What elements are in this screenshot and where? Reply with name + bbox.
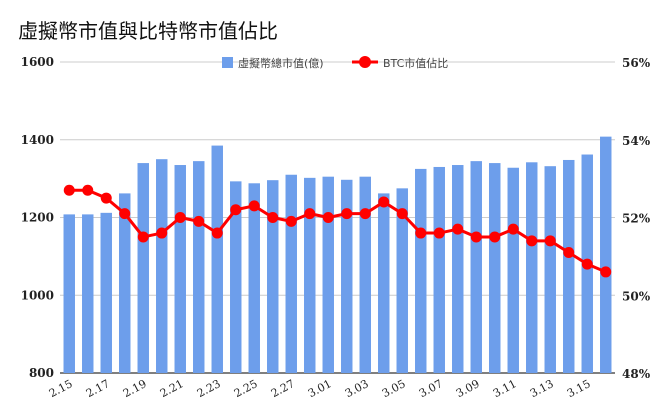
bar xyxy=(137,163,149,373)
right-axis-tick-label: 54% xyxy=(622,134,651,148)
bar xyxy=(415,168,427,373)
legend: 虛擬幣總市值(億) BTC市值佔比 xyxy=(222,56,448,70)
bar xyxy=(507,167,519,373)
right-axis-tick-label: 48% xyxy=(622,367,651,381)
line-series xyxy=(63,184,612,278)
line-point xyxy=(396,208,408,220)
left-axis-tick-label: 800 xyxy=(29,366,54,380)
x-axis-tick-label: 2.21 xyxy=(158,377,186,400)
bar xyxy=(156,159,168,373)
legend-label-bar: 虛擬幣總市值(億) xyxy=(238,56,324,70)
line-point xyxy=(230,204,242,216)
x-axis-tick-label: 2.23 xyxy=(195,377,223,400)
bar xyxy=(82,214,94,373)
bar xyxy=(433,166,445,373)
bar xyxy=(248,183,260,373)
line-point xyxy=(544,235,556,247)
line-point xyxy=(285,215,297,227)
line-point xyxy=(470,231,482,243)
x-axis-tick-label: 2.25 xyxy=(232,377,260,400)
bar xyxy=(174,165,186,373)
x-axis-tick-label: 2.19 xyxy=(121,377,149,400)
bar xyxy=(600,136,612,373)
line-point xyxy=(563,246,575,258)
bar xyxy=(63,214,75,373)
legend-label-line: BTC市值佔比 xyxy=(383,56,448,70)
left-axis-tick-label: 1200 xyxy=(21,211,54,225)
bar-series xyxy=(63,136,612,373)
legend-swatch-marker xyxy=(359,56,371,68)
right-axis-tick-label: 52% xyxy=(622,212,651,226)
line-point xyxy=(341,208,353,220)
bar xyxy=(489,163,501,373)
line-point xyxy=(137,231,149,243)
right-axis-tick-label: 56% xyxy=(622,56,651,70)
chart-title: 虛擬幣市值與比特幣市值佔比 xyxy=(18,19,278,43)
line-point xyxy=(581,258,593,270)
left-axis-tick-label: 1600 xyxy=(21,55,54,69)
bar xyxy=(119,193,131,373)
x-axis-tick-label: 3.01 xyxy=(306,377,334,400)
bar xyxy=(304,177,316,373)
bar xyxy=(526,162,538,373)
btc-share-line xyxy=(69,188,607,274)
line-point xyxy=(100,192,112,204)
bar xyxy=(341,179,353,373)
bar xyxy=(396,188,408,373)
x-axis-tick-label: 3.13 xyxy=(528,377,556,400)
bar xyxy=(230,181,242,373)
x-axis-tick-label: 3.03 xyxy=(343,377,371,400)
line-point xyxy=(211,227,223,239)
left-axis-tick-label: 1000 xyxy=(21,288,54,302)
line-point xyxy=(304,208,316,220)
line-point xyxy=(63,184,75,196)
x-axis-tick-label: 3.09 xyxy=(454,377,482,400)
x-axis-tick-label: 3.05 xyxy=(380,377,408,400)
bar xyxy=(100,212,112,373)
x-axis-tick-label: 3.11 xyxy=(491,377,519,400)
line-point xyxy=(174,212,186,223)
line-point xyxy=(452,223,464,235)
x-axis-tick-label: 3.15 xyxy=(565,377,593,400)
bar xyxy=(322,176,334,373)
bar xyxy=(452,165,464,373)
x-axis-tick-label: 3.07 xyxy=(417,377,445,400)
bar xyxy=(193,161,205,373)
line-point xyxy=(378,196,390,208)
left-axis-tick-label: 1400 xyxy=(21,133,54,147)
line-point xyxy=(267,212,279,223)
gridlines xyxy=(60,61,615,374)
line-point xyxy=(119,208,131,220)
line-point xyxy=(82,184,94,196)
legend-swatch-bar xyxy=(222,57,233,68)
bar xyxy=(563,159,575,373)
bar xyxy=(470,161,482,373)
line-point xyxy=(359,208,371,220)
line-point xyxy=(600,266,612,278)
bar xyxy=(378,193,390,373)
axes: 800 1000 1200 1400 1600 48% 50% 52% 54% 56% 2.15 2.… xyxy=(21,55,651,400)
line-point xyxy=(433,227,445,239)
line-point xyxy=(156,227,168,239)
line-point xyxy=(193,215,205,227)
bar xyxy=(544,166,556,373)
x-axis-tick-label: 2.17 xyxy=(84,377,112,400)
line-point xyxy=(322,212,334,223)
line-point xyxy=(248,200,260,212)
bar xyxy=(211,145,223,373)
bar xyxy=(359,176,371,373)
x-axis-tick-label: 2.27 xyxy=(269,377,297,400)
line-point xyxy=(507,223,519,235)
x-axis-tick-label: 2.15 xyxy=(47,377,75,400)
right-axis-tick-label: 50% xyxy=(622,289,651,303)
bar xyxy=(267,180,279,373)
line-point xyxy=(415,227,427,239)
bar xyxy=(285,174,297,373)
line-point xyxy=(526,235,538,247)
line-point xyxy=(489,231,501,243)
